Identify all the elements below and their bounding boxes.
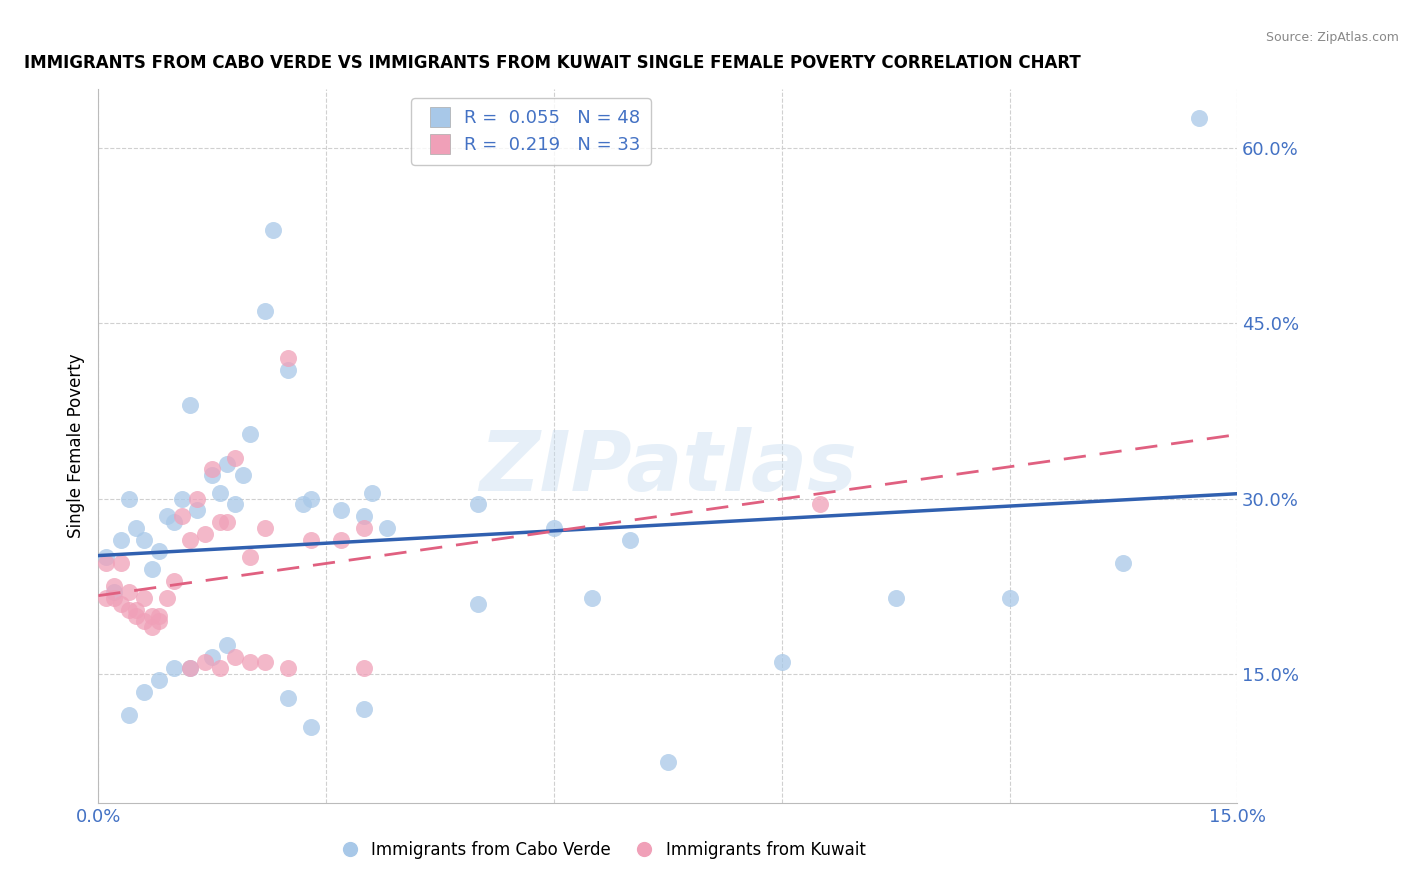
- Point: [884, 591, 907, 605]
- Point: [330, 503, 353, 517]
- Point: [254, 521, 277, 535]
- Point: [201, 649, 224, 664]
- Point: [292, 498, 315, 512]
- Point: [808, 498, 831, 512]
- Point: [277, 661, 299, 675]
- Point: [224, 450, 246, 465]
- Point: [94, 591, 117, 605]
- Point: [1188, 112, 1211, 126]
- Point: [217, 638, 239, 652]
- Point: [262, 222, 284, 236]
- Point: [217, 457, 239, 471]
- Point: [125, 608, 148, 623]
- Point: [208, 661, 231, 675]
- Point: [163, 515, 186, 529]
- Point: [353, 509, 375, 524]
- Point: [770, 656, 793, 670]
- Point: [353, 702, 375, 716]
- Point: [201, 462, 224, 476]
- Point: [998, 591, 1021, 605]
- Point: [170, 509, 193, 524]
- Point: [148, 544, 170, 558]
- Y-axis label: Single Female Poverty: Single Female Poverty: [66, 354, 84, 538]
- Point: [353, 661, 375, 675]
- Point: [239, 550, 262, 565]
- Point: [467, 597, 489, 611]
- Point: [179, 661, 201, 675]
- Point: [353, 521, 375, 535]
- Point: [224, 649, 246, 664]
- Point: [118, 603, 141, 617]
- Point: [148, 615, 170, 629]
- Point: [132, 684, 155, 698]
- Point: [141, 562, 163, 576]
- Point: [118, 585, 141, 599]
- Point: [141, 608, 163, 623]
- Point: [619, 533, 641, 547]
- Point: [94, 556, 117, 570]
- Point: [110, 597, 132, 611]
- Point: [201, 468, 224, 483]
- Point: [657, 755, 679, 769]
- Point: [163, 574, 186, 588]
- Point: [360, 485, 382, 500]
- Point: [239, 656, 262, 670]
- Point: [103, 591, 125, 605]
- Point: [217, 515, 239, 529]
- Point: [118, 708, 141, 723]
- Point: [125, 521, 148, 535]
- Point: [186, 503, 208, 517]
- Point: [277, 690, 299, 705]
- Point: [581, 591, 603, 605]
- Point: [125, 603, 148, 617]
- Point: [299, 491, 322, 506]
- Point: [141, 620, 163, 634]
- Point: [208, 485, 231, 500]
- Point: [299, 720, 322, 734]
- Point: [94, 550, 117, 565]
- Point: [156, 591, 179, 605]
- Point: [179, 533, 201, 547]
- Text: Source: ZipAtlas.com: Source: ZipAtlas.com: [1265, 31, 1399, 45]
- Point: [330, 533, 353, 547]
- Point: [543, 521, 565, 535]
- Point: [110, 556, 132, 570]
- Point: [179, 398, 201, 412]
- Point: [103, 579, 125, 593]
- Point: [132, 615, 155, 629]
- Text: IMMIGRANTS FROM CABO VERDE VS IMMIGRANTS FROM KUWAIT SINGLE FEMALE POVERTY CORRE: IMMIGRANTS FROM CABO VERDE VS IMMIGRANTS…: [24, 54, 1081, 72]
- Point: [239, 427, 262, 442]
- Point: [148, 673, 170, 687]
- Point: [148, 608, 170, 623]
- Point: [118, 491, 141, 506]
- Point: [375, 521, 398, 535]
- Point: [467, 498, 489, 512]
- Point: [254, 304, 277, 318]
- Point: [103, 585, 125, 599]
- Point: [179, 661, 201, 675]
- Legend: Immigrants from Cabo Verde, Immigrants from Kuwait: Immigrants from Cabo Verde, Immigrants f…: [326, 835, 873, 866]
- Point: [1112, 556, 1135, 570]
- Point: [110, 533, 132, 547]
- Point: [194, 526, 217, 541]
- Text: ZIPatlas: ZIPatlas: [479, 427, 856, 508]
- Point: [224, 498, 246, 512]
- Point: [163, 661, 186, 675]
- Point: [132, 591, 155, 605]
- Point: [170, 491, 193, 506]
- Point: [277, 351, 299, 366]
- Point: [208, 515, 231, 529]
- Point: [156, 509, 179, 524]
- Point: [194, 656, 217, 670]
- Point: [132, 533, 155, 547]
- Point: [232, 468, 254, 483]
- Point: [254, 656, 277, 670]
- Point: [186, 491, 208, 506]
- Point: [299, 533, 322, 547]
- Point: [277, 363, 299, 377]
